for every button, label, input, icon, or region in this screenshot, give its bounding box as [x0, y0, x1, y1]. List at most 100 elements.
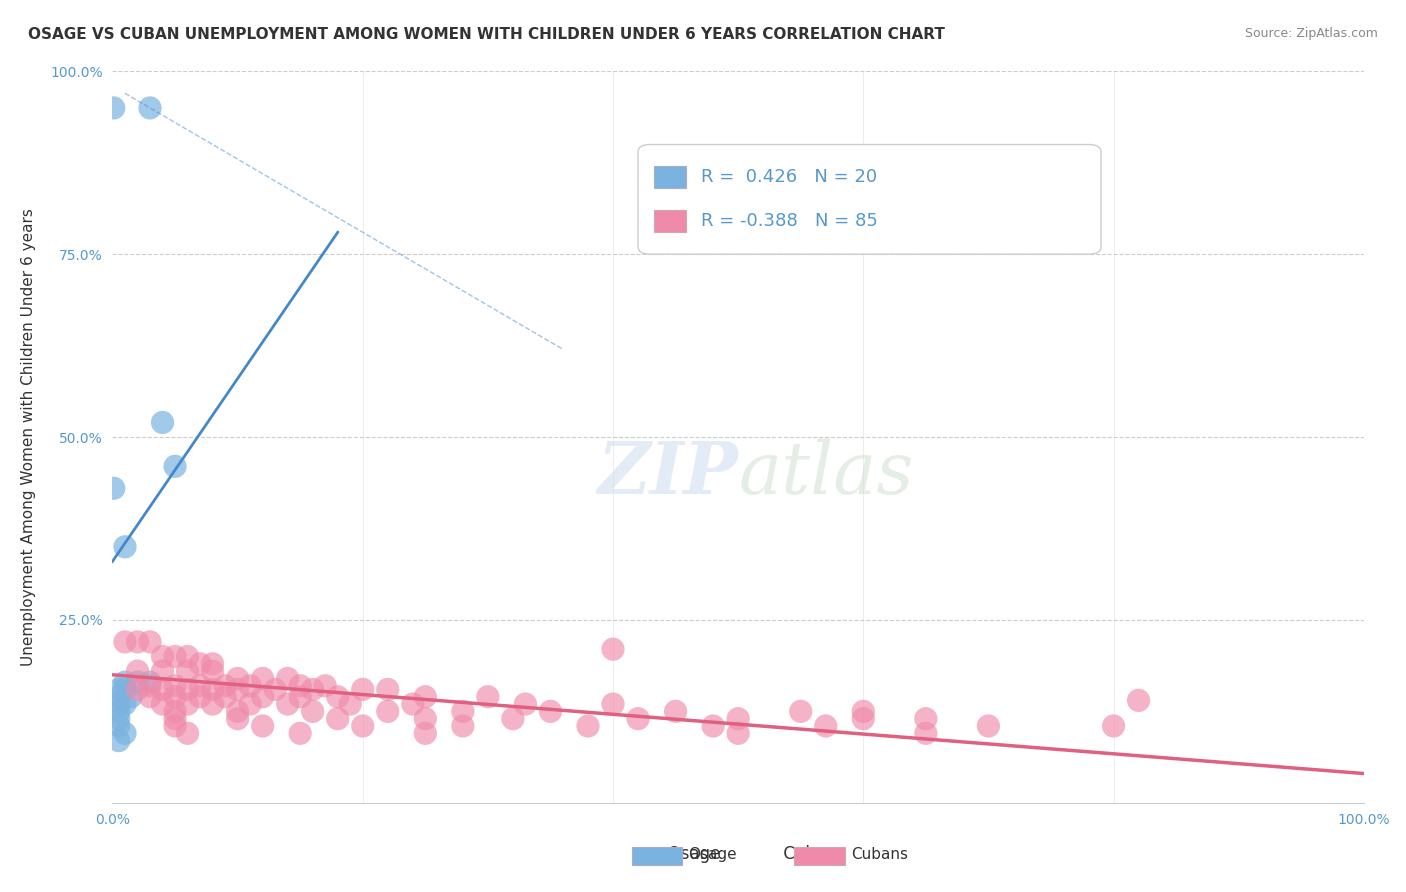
Point	[163, 459, 186, 474]
Point	[664, 705, 686, 719]
Point	[201, 682, 224, 697]
Point	[451, 719, 474, 733]
Point	[127, 675, 149, 690]
Point	[107, 719, 129, 733]
Point	[290, 690, 312, 704]
FancyBboxPatch shape	[638, 145, 1101, 254]
Point	[352, 682, 374, 697]
Point	[226, 712, 249, 726]
Point	[1128, 693, 1150, 707]
Point	[814, 719, 837, 733]
Point	[163, 712, 186, 726]
Bar	[654, 211, 686, 232]
Point	[127, 682, 149, 697]
Point	[377, 705, 399, 719]
Point	[252, 690, 274, 704]
Point	[451, 705, 474, 719]
Point	[139, 679, 162, 693]
Point	[239, 697, 262, 711]
Point	[702, 719, 724, 733]
Point	[290, 726, 312, 740]
Point	[214, 679, 236, 693]
Point	[326, 690, 349, 704]
Point	[576, 719, 599, 733]
Point	[114, 635, 136, 649]
Point	[103, 101, 125, 115]
Bar	[631, 847, 682, 865]
Point	[152, 416, 174, 430]
Point	[120, 690, 142, 704]
Point	[477, 690, 499, 704]
Point	[107, 690, 129, 704]
Point	[1102, 719, 1125, 733]
Point	[915, 726, 938, 740]
Point	[176, 726, 198, 740]
Text: OSAGE VS CUBAN UNEMPLOYMENT AMONG WOMEN WITH CHILDREN UNDER 6 YEARS CORRELATION : OSAGE VS CUBAN UNEMPLOYMENT AMONG WOMEN …	[28, 27, 945, 42]
Point	[107, 682, 129, 697]
Point	[413, 712, 436, 726]
Point	[277, 697, 299, 711]
Point	[176, 649, 198, 664]
Point	[226, 705, 249, 719]
Point	[602, 697, 624, 711]
Bar	[794, 847, 845, 865]
Point	[176, 664, 198, 678]
Point	[326, 712, 349, 726]
Text: Cubans: Cubans	[851, 847, 908, 862]
Point	[139, 675, 162, 690]
Point	[515, 697, 537, 711]
Point	[139, 101, 162, 115]
Point	[201, 664, 224, 678]
Point	[413, 726, 436, 740]
Point	[103, 481, 125, 495]
Point	[413, 690, 436, 704]
Point	[226, 672, 249, 686]
Point	[402, 697, 425, 711]
Point	[114, 697, 136, 711]
Point	[114, 726, 136, 740]
Point	[163, 719, 186, 733]
Point	[107, 712, 129, 726]
Text: ZIP: ZIP	[598, 438, 738, 509]
Point	[127, 635, 149, 649]
Point	[127, 664, 149, 678]
Point	[114, 540, 136, 554]
Point	[377, 682, 399, 697]
Point	[314, 679, 336, 693]
Point	[201, 657, 224, 671]
Point	[163, 649, 186, 664]
Point	[139, 690, 162, 704]
Text: atlas: atlas	[738, 438, 914, 509]
Point	[107, 733, 129, 747]
Point	[107, 697, 129, 711]
Point	[264, 682, 287, 697]
Point	[214, 690, 236, 704]
Point	[152, 697, 174, 711]
Point	[152, 664, 174, 678]
Point	[176, 697, 198, 711]
Point	[915, 712, 938, 726]
Point	[239, 679, 262, 693]
Point	[290, 679, 312, 693]
Point	[538, 705, 561, 719]
Text: R =  0.426   N = 20: R = 0.426 N = 20	[700, 169, 877, 186]
Point	[107, 705, 129, 719]
Point	[188, 690, 211, 704]
Y-axis label: Unemployment Among Women with Children Under 6 years: Unemployment Among Women with Children U…	[21, 208, 37, 666]
Point	[114, 682, 136, 697]
Point	[201, 697, 224, 711]
Point	[727, 726, 749, 740]
Point	[301, 682, 323, 697]
Text: Source: ZipAtlas.com: Source: ZipAtlas.com	[1244, 27, 1378, 40]
Point	[627, 712, 650, 726]
Point	[852, 705, 875, 719]
Point	[152, 682, 174, 697]
Point	[727, 712, 749, 726]
Point	[852, 712, 875, 726]
Point	[277, 672, 299, 686]
Point	[176, 682, 198, 697]
Point	[188, 657, 211, 671]
Point	[977, 719, 1000, 733]
Point	[301, 705, 323, 719]
Point	[790, 705, 813, 719]
